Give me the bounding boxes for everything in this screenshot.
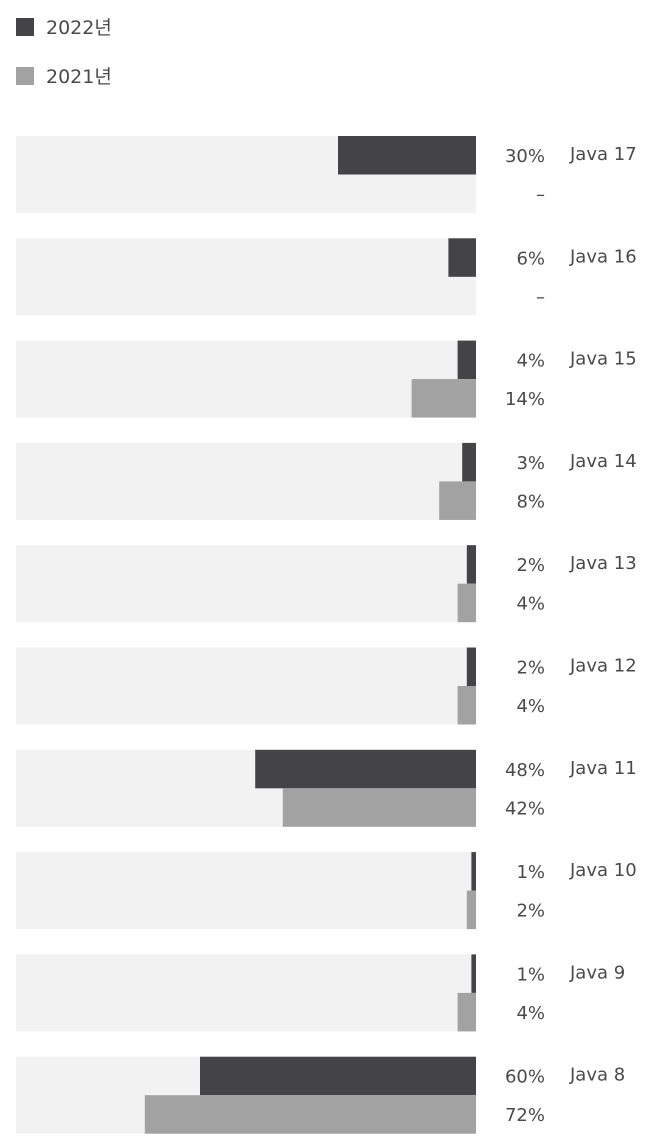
legend-label-1: 2022년 [46,17,112,39]
bar-series-1 [338,136,476,175]
bar-series-1 [471,852,476,891]
bar-track [16,954,476,1032]
value-label: 4% [516,594,545,615]
bar-series-1 [466,647,476,686]
bar-series-2 [439,481,476,520]
value-label: 2% [516,555,545,576]
category-label: Java 8 [569,1065,625,1086]
bar-series-2 [457,583,476,623]
bar-series-2 [466,890,476,930]
legend-swatch-2 [16,67,34,85]
category-label: Java 11 [569,758,637,779]
value-label: 60% [505,1067,545,1088]
bar-track [16,442,476,520]
chart-rows: 30% – Java 17 6% – Java 16 4% 14% Java 15 3% 8% Jav… [16,136,637,1134]
bar-track [16,545,476,623]
bar-series-2 [411,379,476,418]
bar-row: 6% – Java 16 [16,238,637,316]
legend-swatch-1 [16,18,34,36]
bar-row: 2% 4% Java 12 [16,647,637,725]
bar-series-2 [282,788,476,827]
category-label: Java 9 [569,962,625,983]
category-label: Java 16 [569,246,637,267]
value-label: 3% [516,453,545,474]
bar-series-1 [200,1056,476,1096]
value-label: 30% [505,146,545,167]
bar-row: 3% 8% Java 14 [16,442,637,520]
category-label: Java 17 [569,144,637,165]
value-label: 6% [516,248,545,269]
value-label: – [536,287,545,308]
bar-track [16,340,476,418]
bar-row: 1% 2% Java 10 [16,852,637,930]
bar-row: 30% – Java 17 [16,136,637,213]
bar-series-1 [471,954,476,993]
bar-series-2 [457,686,476,725]
value-label: 4% [516,696,545,717]
chart-legend: 2022년 2021년 [16,17,112,88]
bar-row: 60% 72% Java 8 [16,1056,625,1134]
value-label: 4% [516,351,545,372]
value-label: 4% [516,1003,545,1024]
bar-row: 1% 4% Java 9 [16,954,625,1032]
bar-series-1 [457,340,476,380]
value-label: 14% [505,389,545,410]
bar-series-1 [448,238,476,277]
legend-label-2: 2021년 [46,66,112,88]
bar-row: 2% 4% Java 13 [16,545,637,623]
bar-series-1 [255,749,476,789]
bar-track [16,238,476,316]
value-label: 2% [516,901,545,922]
value-label: 48% [505,760,545,781]
bar-row: 48% 42% Java 11 [16,749,637,827]
bar-series-2 [457,992,476,1032]
category-label: Java 14 [569,451,637,472]
value-label: 1% [516,862,545,883]
value-label: – [536,185,545,206]
value-label: 1% [516,964,545,985]
category-label: Java 15 [569,349,637,370]
value-label: 2% [516,658,545,679]
category-label: Java 10 [569,860,637,881]
bar-row: 4% 14% Java 15 [16,340,637,418]
bar-series-1 [462,442,476,482]
value-label: 72% [505,1105,545,1126]
category-label: Java 12 [569,656,637,677]
bar-series-1 [466,545,476,584]
value-label: 8% [516,491,545,512]
bar-track [16,852,476,930]
category-label: Java 13 [569,553,637,574]
value-label: 42% [505,798,545,819]
bar-track [16,647,476,725]
bar-series-2 [144,1095,477,1134]
